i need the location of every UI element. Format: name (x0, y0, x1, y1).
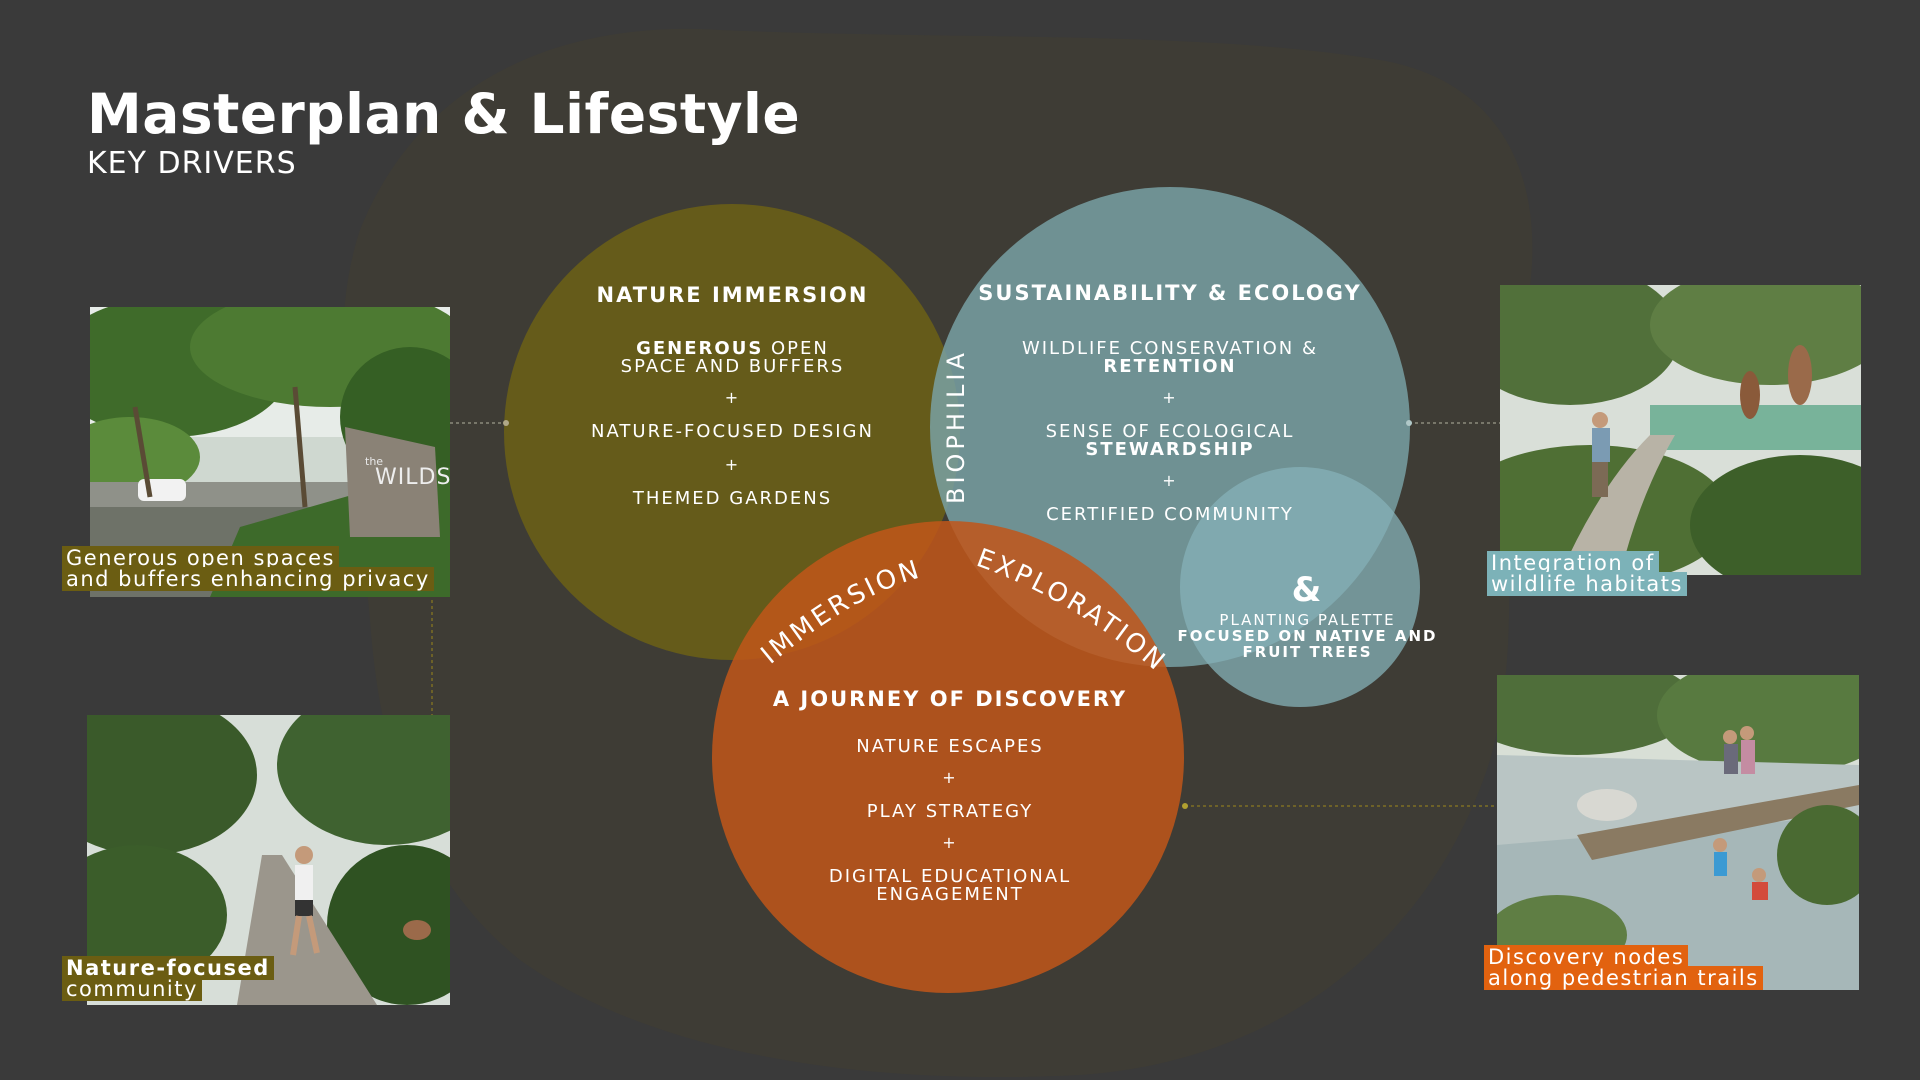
sustainability-text: SUSTAINABILITY & ECOLOGY WILDLIFE CONSER… (975, 281, 1365, 524)
connector-dot (1406, 420, 1412, 426)
plus-sign: + (942, 833, 958, 852)
caption-line-1: Discovery nodes (1484, 945, 1689, 969)
nature-immersion-text: NATURE IMMERSION GENEROUS OPEN SPACE AND… (560, 283, 905, 508)
wildlife-photo (1500, 285, 1861, 575)
ampersand: & (1291, 570, 1324, 610)
nature-item-1b: SPACE AND BUFFERS (620, 356, 845, 377)
discovery-text: A JOURNEY OF DISCOVERY NATURE ESCAPES + … (770, 687, 1130, 904)
caption-line-2: wildlife habitats (1487, 572, 1687, 596)
nature-immersion-heading: NATURE IMMERSION (596, 283, 869, 307)
discovery-item-2: PLAY STRATEGY (866, 801, 1034, 822)
bold-text: GENEROUS (636, 338, 764, 359)
page-subtitle: KEY DRIVERS (87, 146, 297, 181)
sign-small-text: the (365, 455, 384, 468)
wildlife-caption: Integration of wildlife habitats (1487, 551, 1687, 596)
discovery-circle (712, 521, 1184, 993)
planting-line-3: FRUIT TREES (1242, 643, 1373, 661)
sustain-item-2b: STEWARDSHIP (1085, 439, 1255, 460)
jogger-caption: Nature-focused community (62, 956, 274, 1001)
sustain-item-1b: RETENTION (1103, 356, 1237, 377)
wildlife-illustration (1500, 285, 1861, 575)
sustain-item-3: CERTIFIED COMMUNITY (1046, 504, 1294, 525)
caption-line-2: along pedestrian trails (1484, 966, 1763, 990)
nature-item-3: THEMED GARDENS (632, 488, 833, 509)
biophilia-label: BIOPHILIA (942, 349, 970, 504)
discovery-item-3b: ENGAGEMENT (876, 884, 1024, 905)
plus-sign: + (724, 455, 741, 474)
planting-text: & PLANTING PALETTE FOCUSED ON NATIVE AND… (1175, 572, 1440, 660)
sign-text: WILDS (375, 465, 450, 490)
sustain-item-1: WILDLIFE CONSERVATION & (1021, 338, 1319, 359)
sustain-item-2: SENSE OF ECOLOGICAL (1045, 421, 1295, 442)
plus-sign: + (1162, 388, 1178, 407)
entrance-caption: Generous open spaces and buffers enhanci… (62, 546, 434, 591)
text: OPEN (763, 338, 829, 359)
connector-dot (1182, 803, 1188, 809)
sustainability-heading: SUSTAINABILITY & ECOLOGY (978, 281, 1362, 305)
page-title: Masterplan & Lifestyle (87, 82, 801, 146)
caption-line-2: and buffers enhancing privacy (62, 567, 434, 591)
planting-line-1: PLANTING PALETTE (1219, 611, 1396, 629)
plus-sign: + (724, 388, 741, 407)
stream-caption: Discovery nodes along pedestrian trails (1484, 945, 1763, 990)
plus-sign: + (1162, 471, 1178, 490)
discovery-item-1: NATURE ESCAPES (856, 736, 1044, 757)
stream-illustration (1497, 675, 1859, 990)
caption-line-2: community (62, 977, 202, 1001)
planting-line-2: FOCUSED ON NATIVE AND (1177, 627, 1438, 645)
caption-line-1: Generous open spaces (62, 546, 339, 570)
caption-line-1: Nature-focused (62, 956, 274, 980)
nature-item-1: GENEROUS OPEN (560, 340, 905, 358)
nature-item-2: NATURE-FOCUSED DESIGN (591, 421, 874, 442)
plus-sign: + (942, 768, 958, 787)
planting-circle (1180, 467, 1420, 707)
caption-line-1: Integration of (1487, 551, 1659, 575)
discovery-heading: A JOURNEY OF DISCOVERY (772, 687, 1128, 711)
stream-photo (1497, 675, 1859, 990)
connector-dot (503, 420, 509, 426)
discovery-item-3: DIGITAL EDUCATIONAL (828, 866, 1072, 887)
